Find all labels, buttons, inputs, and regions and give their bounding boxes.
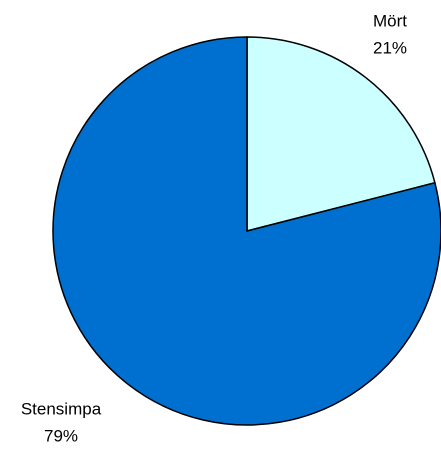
pie-slice [52, 36, 441, 426]
slice-value-label: 79% [44, 426, 78, 445]
slice-value-label: 21% [373, 38, 407, 57]
slice-label: Mört [373, 11, 407, 30]
slice-label: Stensimpa [21, 399, 102, 418]
pie-slice [246, 36, 436, 232]
